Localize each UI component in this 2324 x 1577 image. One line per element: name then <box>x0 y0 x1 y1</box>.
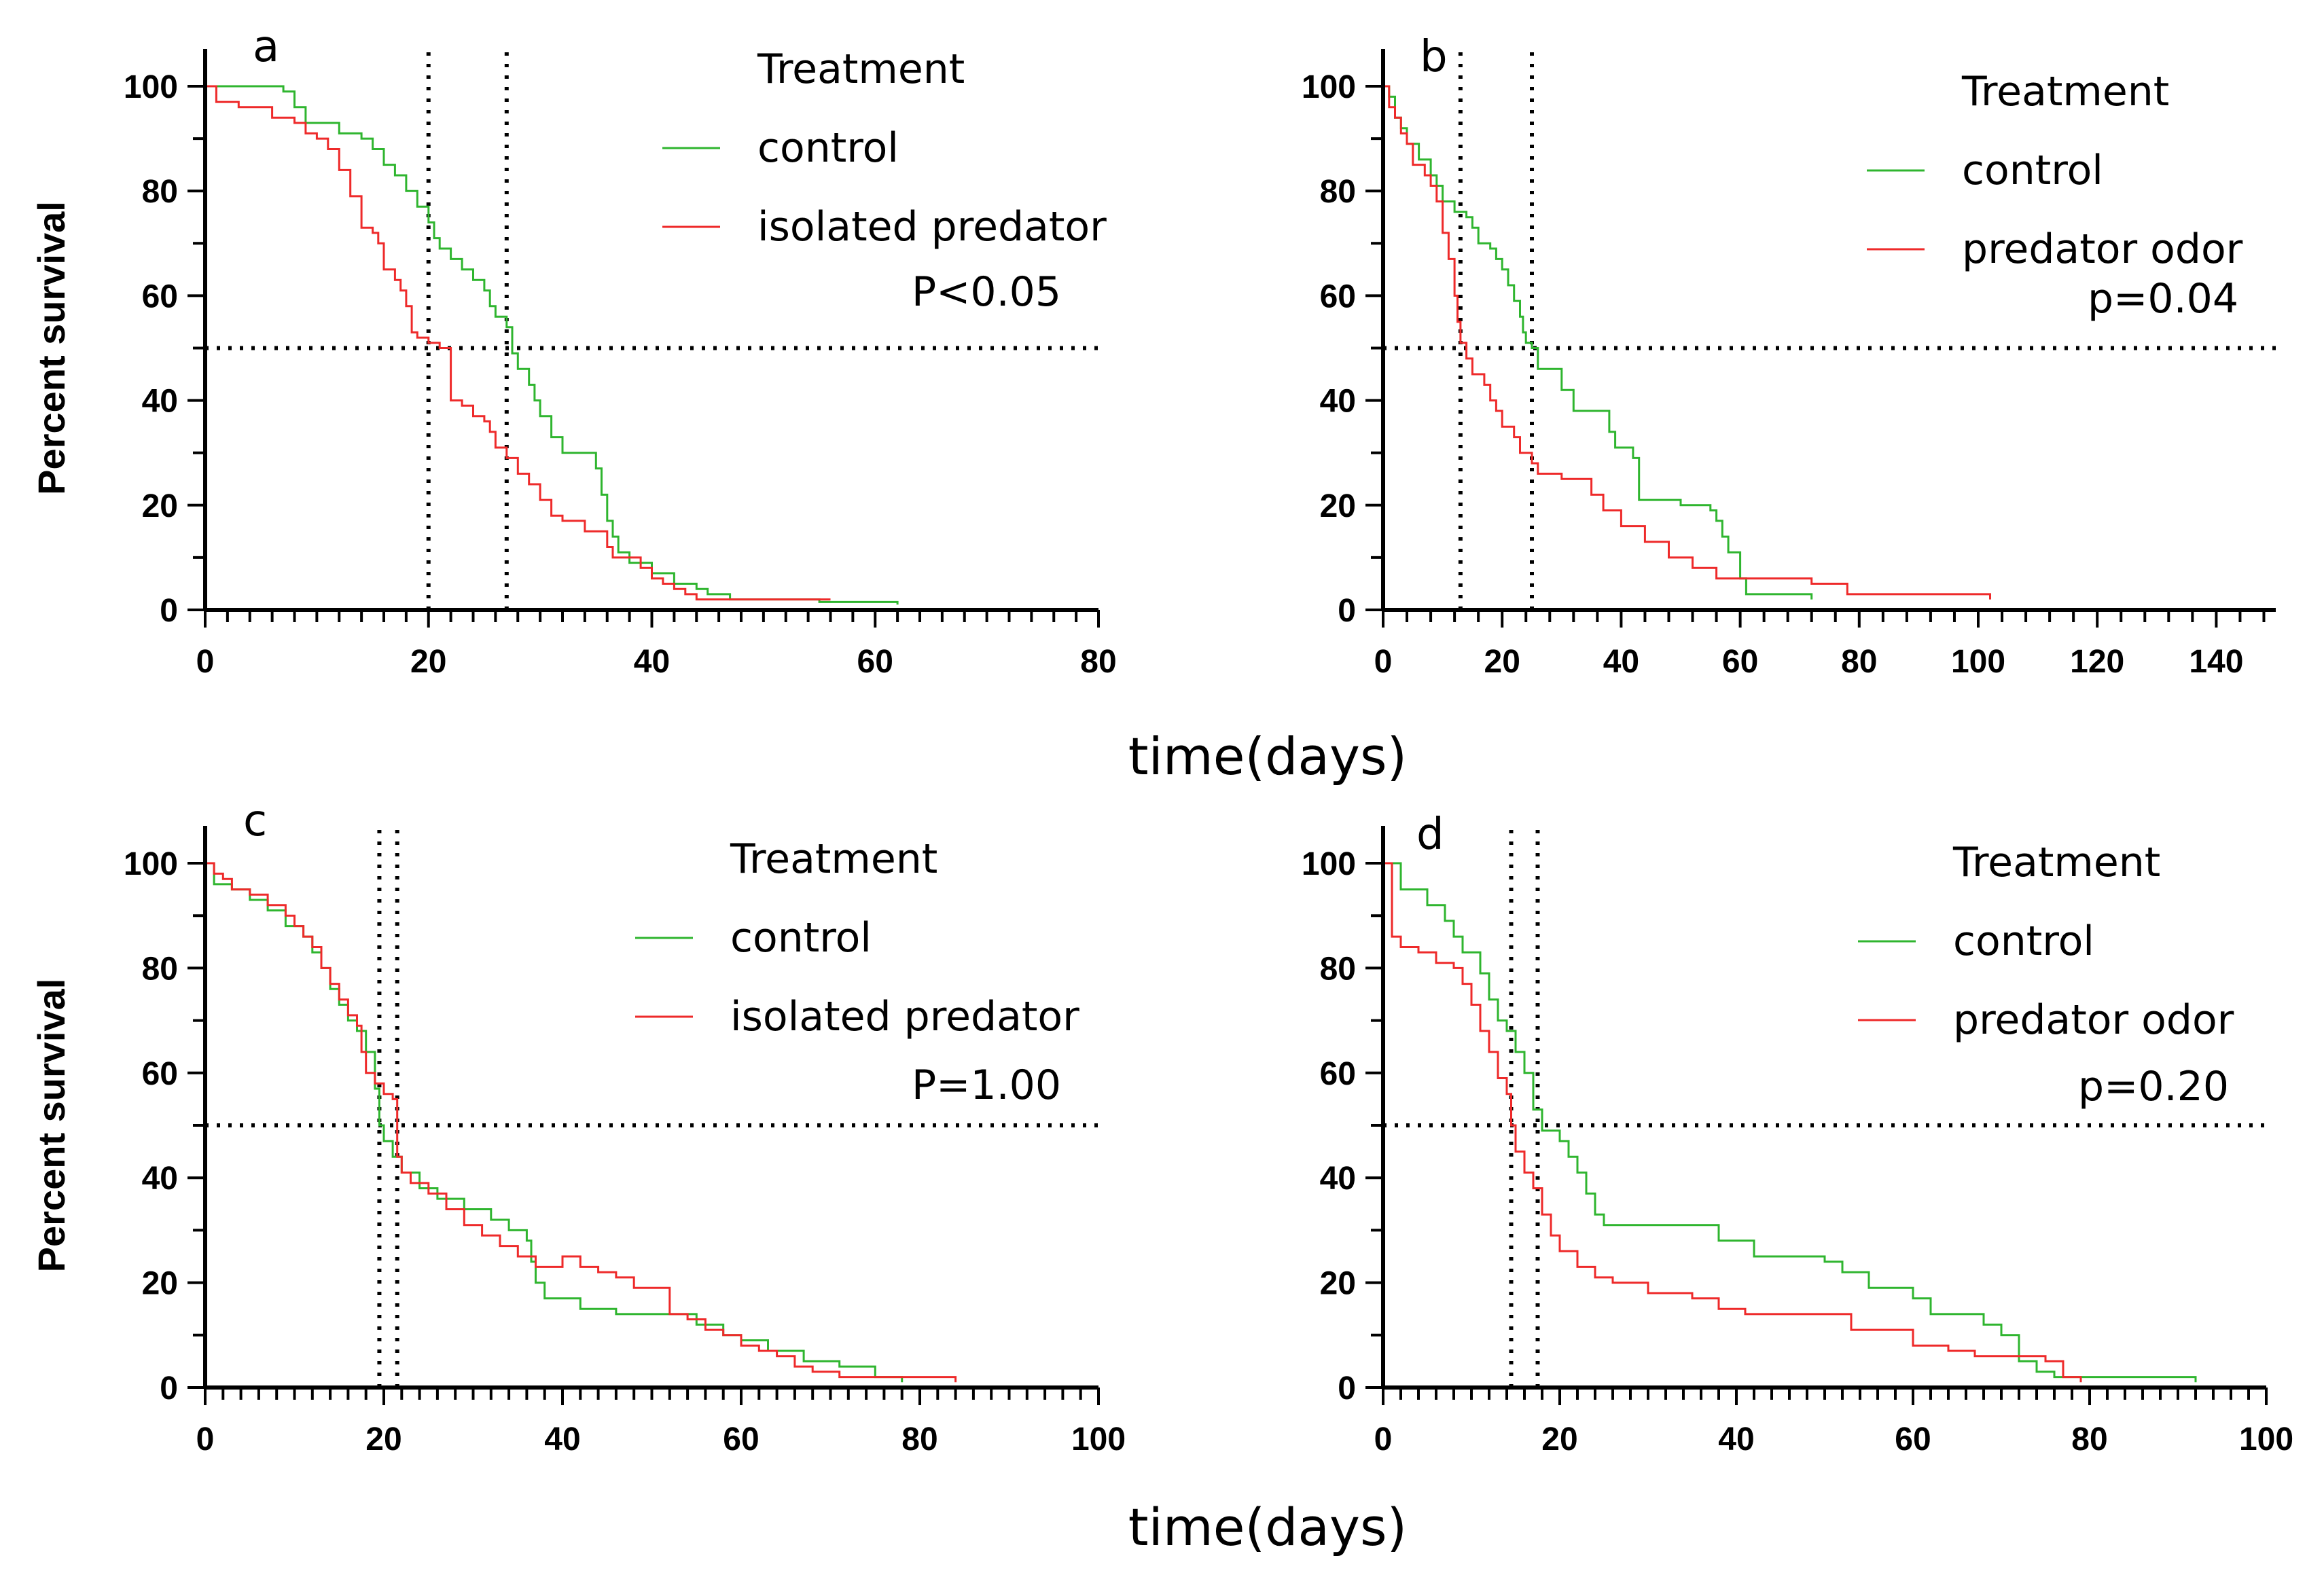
panel-a-y-tick-label: 60 <box>142 278 178 314</box>
panel-c-x-tick-label: 60 <box>723 1421 759 1457</box>
panel-a-x-tick-label: 80 <box>1080 644 1116 680</box>
panel-d-x-tick-label: 100 <box>2239 1421 2293 1457</box>
panel-c-y-axis-title: Percent survival <box>30 979 73 1273</box>
panel-d-x-tick-label: 60 <box>1895 1421 1931 1457</box>
panel-b-y-tick-label: 40 <box>1320 384 1356 420</box>
panel-d-letter: d <box>1416 810 1444 860</box>
panel-a-x-tick-label: 40 <box>634 644 670 680</box>
panel-a-p-value: P<0.05 <box>912 268 1061 316</box>
panel-a-y-tick-label: 40 <box>142 384 178 420</box>
panel-a-x-tick-label: 60 <box>857 644 893 680</box>
panel-c-y-tick-label: 40 <box>142 1161 178 1197</box>
panel-b-y-tick-label: 100 <box>1302 69 1356 105</box>
panel-b-legend-label-2: predator odor <box>1962 225 2243 273</box>
panel-d-y-tick-label: 80 <box>1320 951 1356 987</box>
panel-b-curve-predator-odor <box>1383 85 1991 600</box>
panel-d-y-tick-label: 20 <box>1320 1266 1356 1302</box>
panel-d-y-tick-label: 100 <box>1302 846 1356 882</box>
panel-c-x-tick-label: 100 <box>1071 1421 1126 1457</box>
panel-b-legend-title: Treatment <box>1961 68 2169 115</box>
panel-d-y-tick-label: 40 <box>1320 1161 1356 1197</box>
panel-a-curve-isolated-predator <box>205 85 831 601</box>
panel-b-chart: 0 20 40 60 80 100 120 140 0 20 40 60 80 100 b Treatment… <box>1302 32 2276 680</box>
panel-b-y-tick-label: 80 <box>1320 174 1356 210</box>
panel-c-y-tick-label: 20 <box>142 1266 178 1302</box>
x-axis-title-bottom: time(days) <box>1128 1497 1407 1557</box>
panel-d-x-tick-label: 80 <box>2071 1421 2107 1457</box>
panel-d-x-tick-label: 20 <box>1541 1421 1577 1457</box>
panel-a-y-tick-label: 80 <box>142 174 178 210</box>
x-axis-title-top: time(days) <box>1128 726 1407 786</box>
panel-d-p-value: p=0.20 <box>2078 1063 2229 1110</box>
panel-c-y-tick-label: 60 <box>142 1056 178 1092</box>
panel-a-y-tick-label: 100 <box>124 69 178 105</box>
panel-a-letter: a <box>253 22 279 72</box>
panel-a-legend-title: Treatment <box>757 46 965 93</box>
panel-d-chart: 0 20 40 60 80 100 0 20 40 60 80 100 d Treatment contro… <box>1302 810 2293 1457</box>
panel-a-chart: 0 20 40 60 80 0 20 40 60 80 100 Percent survival a Tr… <box>30 22 1117 680</box>
panel-b-x-tick-label: 140 <box>2189 644 2243 680</box>
panel-a-y-tick-label: 20 <box>142 488 178 524</box>
panel-c-x-tick-label: 40 <box>544 1421 580 1457</box>
panel-d-legend-title: Treatment <box>1952 839 2160 886</box>
panel-c-legend-label-1: control <box>730 914 872 962</box>
panel-c-x-tick-label: 20 <box>365 1421 401 1457</box>
panel-a-y-tick-label: 0 <box>160 593 178 629</box>
panel-b-x-tick-label: 20 <box>1484 644 1520 680</box>
panel-d-y-tick-label: 60 <box>1320 1056 1356 1092</box>
panel-b-x-tick-label: 120 <box>2070 644 2124 680</box>
panel-c-p-value: P=1.00 <box>912 1062 1061 1109</box>
panel-c-legend-title: Treatment <box>730 835 937 883</box>
panel-b-letter: b <box>1420 32 1448 82</box>
panel-b-curve-control <box>1383 85 1813 600</box>
panel-c-x-tick-label: 80 <box>901 1421 937 1457</box>
panel-c-chart: 0 20 40 60 80 100 0 20 40 60 80 100 Percent survival… <box>30 796 1126 1457</box>
panel-c-legend-label-2: isolated predator <box>730 993 1079 1040</box>
panel-d-curve-predator-odor <box>1383 862 2082 1383</box>
panel-b-x-tick-label: 40 <box>1603 644 1639 680</box>
panel-c-letter: c <box>243 796 267 846</box>
panel-a-y-axis-title: Percent survival <box>30 201 73 495</box>
panel-d-x-tick-label: 0 <box>1374 1421 1393 1457</box>
panel-d-x-tick-label: 40 <box>1718 1421 1754 1457</box>
panel-a-x-tick-label: 20 <box>410 644 446 680</box>
panel-b-p-value: p=0.04 <box>2088 275 2238 323</box>
panel-b-x-tick-label: 60 <box>1722 644 1758 680</box>
panel-b-y-tick-label: 60 <box>1320 278 1356 314</box>
panel-c-y-tick-label: 100 <box>124 846 178 882</box>
panel-c-y-tick-label: 80 <box>142 951 178 987</box>
panel-b-x-tick-label: 100 <box>1951 644 2005 680</box>
panel-d-curve-control <box>1383 862 2197 1383</box>
panel-a-legend-label-1: control <box>757 124 899 172</box>
panel-b-x-tick-label: 0 <box>1374 644 1393 680</box>
panel-c-x-tick-label: 0 <box>196 1421 215 1457</box>
panel-a-legend-label-2: isolated predator <box>757 203 1107 251</box>
panel-a-curve-control <box>205 85 899 605</box>
panel-b-legend-label-1: control <box>1962 147 2103 194</box>
panel-c-y-tick-label: 0 <box>160 1371 178 1407</box>
panel-c-curve-isolated-predator <box>205 862 957 1383</box>
panel-d-legend-label-2: predator odor <box>1953 996 2234 1044</box>
panel-d-y-tick-label: 0 <box>1338 1371 1356 1407</box>
panel-b-y-tick-label: 20 <box>1320 488 1356 524</box>
panel-b-x-tick-label: 80 <box>1841 644 1877 680</box>
panel-b-y-tick-label: 0 <box>1338 593 1356 629</box>
panel-d-legend-label-1: control <box>1953 918 2094 965</box>
panel-a-x-tick-label: 0 <box>196 644 215 680</box>
